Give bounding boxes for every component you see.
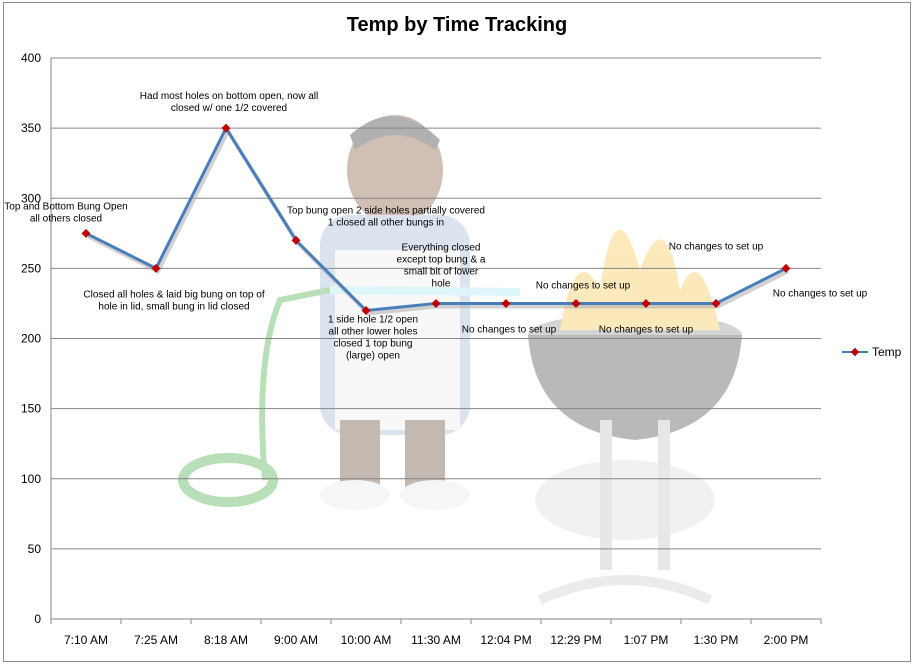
y-tick-label: 150	[21, 402, 41, 416]
data-point-marker	[291, 235, 301, 245]
y-tick-label: 0	[34, 612, 41, 626]
data-label-annotation: No changes to set up	[669, 241, 764, 252]
data-point-marker	[711, 298, 721, 308]
data-label-annotation: Top bung open 2 side holes partially cov…	[287, 205, 485, 228]
y-tick-label: 50	[28, 542, 42, 556]
data-label-annotation: No changes to set up	[773, 288, 868, 299]
x-tick-label: 12:04 PM	[480, 633, 531, 647]
y-tick-label: 100	[21, 472, 41, 486]
x-tick-label: 11:30 AM	[411, 633, 461, 647]
data-label-annotation: Top and Bottom Bung Open all others close…	[4, 201, 127, 224]
data-label-annotation: No changes to set up	[462, 324, 557, 335]
legend-swatch	[842, 347, 868, 357]
data-label-annotation: Everything closed except top bung & a smal…	[397, 242, 486, 289]
legend: Temp	[842, 345, 901, 359]
x-tick-label: 7:25 AM	[134, 633, 178, 647]
legend-label-temp: Temp	[872, 345, 902, 359]
data-label-annotation: No changes to set up	[536, 280, 631, 291]
data-point-marker	[361, 305, 371, 315]
data-label-annotation: Closed all holes & laid big bung on top …	[83, 289, 264, 312]
series-temp	[81, 123, 791, 316]
x-tick-label: 12:29 PM	[550, 633, 601, 647]
data-point-marker	[571, 298, 581, 308]
data-point-marker	[151, 263, 161, 273]
axes: 0 50 100 150 200 250 300 350 400 7:10 AM 7:25 AM 8:…	[21, 51, 822, 647]
y-tick-label: 200	[21, 332, 41, 346]
annotations: Top and Bottom Bung Open all others close…	[4, 91, 867, 361]
data-point-marker	[431, 298, 441, 308]
data-label-annotation: Had most holes on bottom open, now all cl…	[140, 91, 318, 114]
x-tick-label: 9:00 AM	[274, 633, 318, 647]
data-label-annotation: 1 side hole 1/2 open all other lower hole…	[328, 314, 418, 361]
x-tick-label: 8:18 AM	[204, 633, 248, 647]
background-illustration	[178, 115, 742, 605]
chart-frame	[3, 2, 911, 662]
y-tick-label: 400	[21, 51, 41, 65]
y-tick-label: 350	[21, 121, 41, 135]
series-line-shadow	[87, 127, 789, 316]
data-point-marker	[501, 298, 511, 308]
x-tick-label: 2:00 PM	[764, 633, 809, 647]
y-tick-label: 300	[21, 191, 41, 205]
chart-title: Temp by Time Tracking	[346, 14, 568, 36]
data-point-marker	[781, 263, 791, 273]
x-tick-label: 1:07 PM	[624, 633, 669, 647]
x-tick-label: 1:30 PM	[694, 633, 739, 647]
data-point-marker	[221, 123, 231, 133]
data-point-marker	[81, 228, 91, 238]
x-tick-label: 7:10 AM	[64, 633, 108, 647]
x-tick-label: 10:00 AM	[341, 633, 392, 647]
data-point-marker	[641, 298, 651, 308]
data-label-annotation: No changes to set up	[599, 324, 694, 335]
y-tick-label: 250	[21, 261, 41, 275]
